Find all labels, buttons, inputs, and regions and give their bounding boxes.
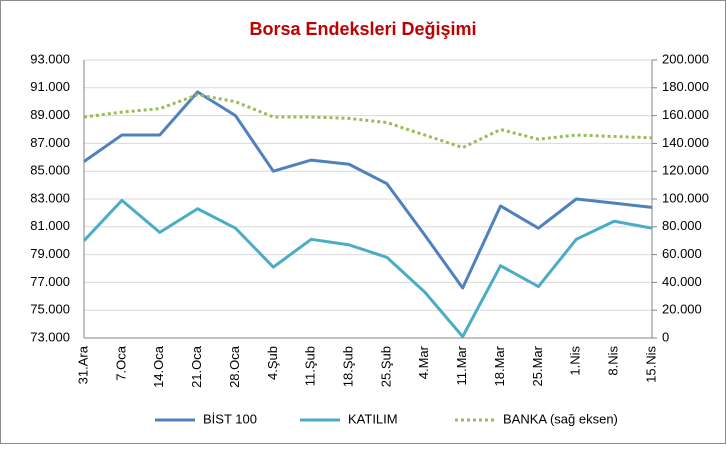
x-tick-label: 25.Mar bbox=[530, 345, 545, 386]
series-line bbox=[83, 90, 653, 290]
y-tick-label: 89.000 bbox=[30, 107, 70, 122]
y2-tick-label: 80.000 bbox=[662, 218, 702, 233]
chart-title: Borsa Endeksleri Değişimi bbox=[249, 19, 476, 39]
y2-tick-label: 140.000 bbox=[662, 135, 709, 150]
y-tick-label: 87.000 bbox=[30, 135, 70, 150]
legend-label: KATILIM bbox=[348, 411, 398, 426]
y-tick-label: 81.000 bbox=[30, 218, 70, 233]
x-tick-label: 4.Mar bbox=[416, 345, 431, 379]
x-tick-label: 11.Mar bbox=[454, 345, 469, 385]
y2-tick-label: 180.000 bbox=[662, 79, 709, 94]
y-tick-label: 85.000 bbox=[30, 163, 70, 178]
y2-tick-label: 100.000 bbox=[662, 190, 709, 205]
x-tick-label: 1.Nis bbox=[568, 346, 583, 376]
y-tick-label: 91.000 bbox=[30, 79, 70, 94]
y-tick-label: 77.000 bbox=[30, 274, 70, 289]
x-tick-label: 18.Mar bbox=[492, 345, 507, 386]
y-tick-label: 73.000 bbox=[30, 329, 70, 344]
x-tick-label: 15.Nis bbox=[643, 346, 658, 383]
x-tick-label: 14.Oca bbox=[151, 345, 166, 388]
x-tick-label: 8.Nis bbox=[606, 346, 621, 376]
y-tick-label: 93.000 bbox=[30, 51, 70, 66]
legend-label: BANKA (sağ eksen) bbox=[503, 411, 618, 426]
y2-tick-label: 20.000 bbox=[662, 302, 702, 317]
y-tick-label: 79.000 bbox=[30, 246, 70, 261]
x-tick-label: 28.Oca bbox=[227, 345, 242, 388]
x-tick-label: 21.Oca bbox=[189, 345, 204, 388]
x-tick-label: 4.Şub bbox=[265, 346, 280, 380]
y2-tick-label: 160.000 bbox=[662, 107, 709, 122]
series-line bbox=[82, 198, 653, 339]
x-tick-label: 11.Şub bbox=[303, 346, 318, 386]
y-tick-label: 83.000 bbox=[30, 190, 70, 205]
legend-label: BİST 100 bbox=[203, 411, 257, 426]
y2-tick-label: 0 bbox=[662, 329, 669, 344]
y2-tick-label: 40.000 bbox=[662, 274, 702, 289]
x-tick-label: 31.Ara bbox=[75, 345, 90, 384]
y2-tick-label: 60.000 bbox=[662, 246, 702, 261]
y-tick-label: 75.000 bbox=[30, 302, 70, 317]
x-tick-label: 7.Oca bbox=[113, 345, 128, 380]
series-line bbox=[83, 93, 653, 150]
y2-tick-label: 200.000 bbox=[662, 51, 709, 66]
y2-tick-label: 120.000 bbox=[662, 163, 709, 178]
x-tick-label: 18.Şub bbox=[341, 346, 356, 387]
x-tick-label: 25.Şub bbox=[378, 346, 393, 387]
